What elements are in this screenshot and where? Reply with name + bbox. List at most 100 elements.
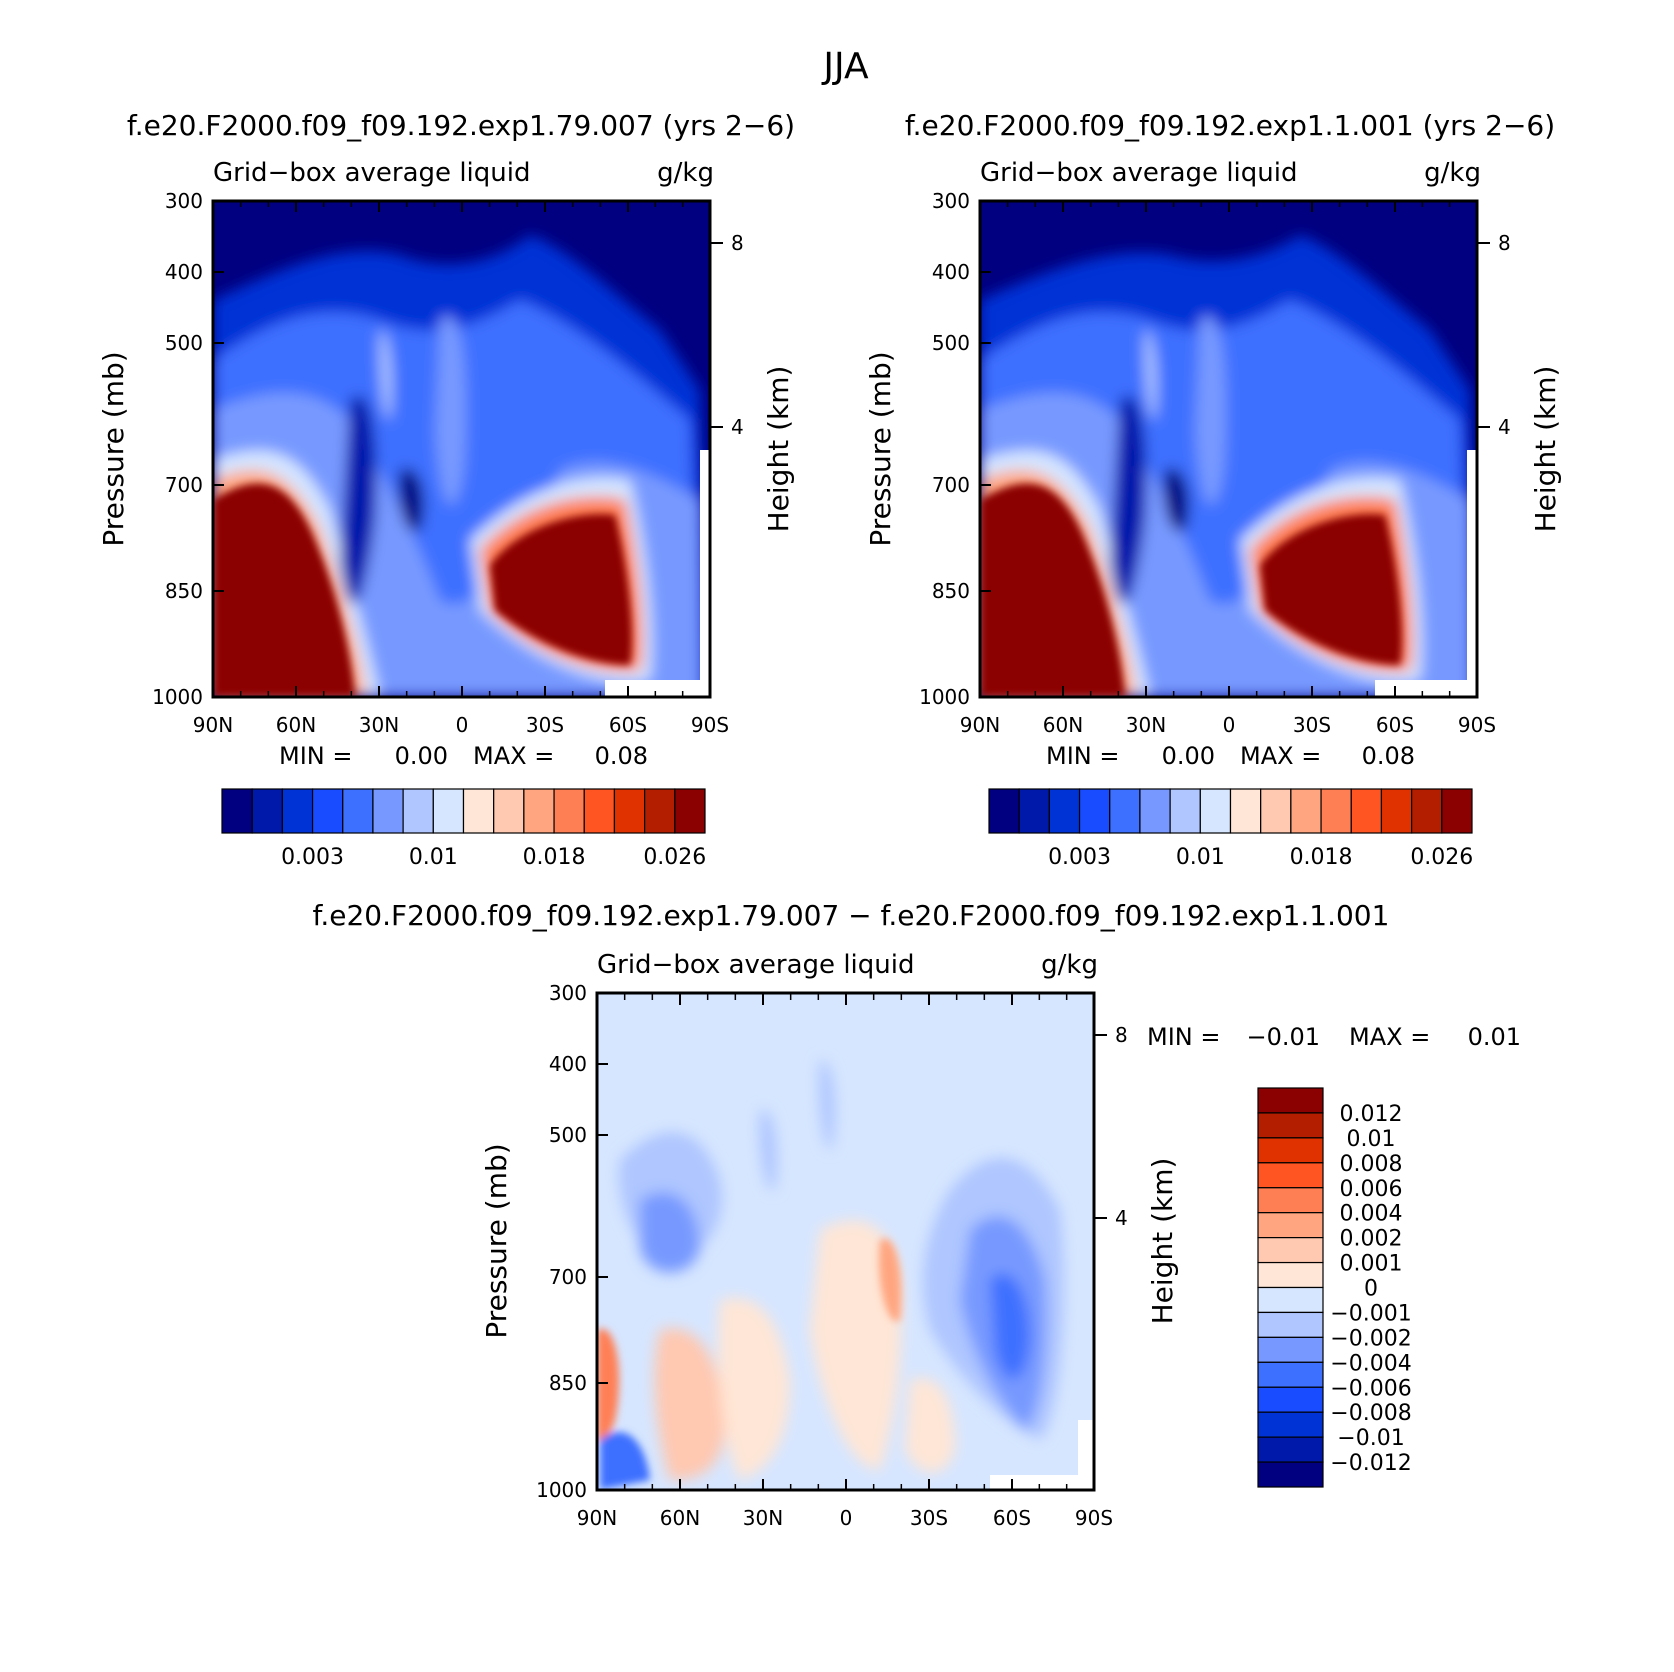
colorbar-label: 0.01 (409, 845, 458, 870)
y-axis: 300 400 500 700 850 1000 8 4 (919, 189, 1511, 709)
colorbar-swatch (1257, 1187, 1324, 1214)
colorbar-label: 0.003 (1048, 845, 1111, 870)
colorbar-swatch (402, 788, 434, 834)
x-tick-label: 60S (1376, 713, 1414, 737)
colorbar-swatch (1257, 1162, 1324, 1189)
colorbar-swatch (432, 788, 465, 834)
colorbar-swatch (1229, 788, 1262, 834)
colorbar-swatch (1350, 788, 1383, 834)
stat-max-label: MAX = (473, 742, 554, 770)
ylabel: Pressure (mb) (97, 351, 130, 546)
x-axis: 90N 60N 30N 0 30S 60S 90S (577, 994, 1113, 1530)
colorbar-swatch (1109, 788, 1141, 834)
colorbar-swatch (583, 788, 616, 834)
y-axis: 300 400 500 700 850 1000 8 4 (536, 981, 1128, 1502)
colorbar-label: 0 (1364, 1277, 1378, 1302)
x-tick-label: 90N (193, 713, 233, 737)
height-tick-label: 8 (731, 231, 744, 255)
units-label: g/kg (1041, 950, 1098, 980)
variable-label: Grid−box average liquid (213, 158, 530, 188)
colorbar-swatch (1257, 1261, 1324, 1289)
panel-title: f.e20.F2000.f09_f09.192.exp1.79.007 (yrs… (127, 109, 795, 142)
colorbar-swatch (1380, 788, 1413, 834)
x-tick-label: 30N (743, 1506, 783, 1530)
stat-max-value: 0.08 (1362, 742, 1415, 770)
x-tick-label: 0 (840, 1506, 853, 1530)
colorbar-label: −0.008 (1330, 1401, 1411, 1426)
ylabel: Pressure (mb) (480, 1143, 513, 1338)
y-tick-label: 850 (165, 579, 203, 603)
colorbar-swatch (462, 788, 495, 834)
y-tick-label: 500 (549, 1123, 587, 1147)
x-axis: 90N 60N 30N 0 30S 60S 90S (960, 201, 1496, 737)
colorbar-swatch (1048, 788, 1081, 834)
colorbar-label: 0.026 (643, 845, 706, 870)
colorbar-swatch (1078, 788, 1111, 834)
colorbar-swatch (1169, 788, 1201, 834)
x-tick-label: 30S (910, 1506, 948, 1530)
stat-min-value: −0.01 (1246, 1023, 1320, 1051)
y-tick-label: 300 (165, 189, 203, 213)
colorbar-swatch (493, 788, 525, 834)
colorbar-swatch (1257, 1237, 1324, 1264)
x-tick-label: 90S (1075, 1506, 1113, 1530)
colorbar-swatch (1320, 788, 1352, 834)
y-tick-label: 850 (549, 1371, 587, 1395)
x-tick-label: 60N (1043, 713, 1083, 737)
contour-field (213, 201, 710, 697)
y-tick-label: 1000 (919, 685, 970, 709)
colorbar-swatch (1257, 1361, 1324, 1388)
stat-min-label: MIN = (1046, 742, 1119, 770)
colorbar-label: −0.001 (1330, 1301, 1411, 1326)
panel-difference: f.e20.F2000.f09_f09.192.exp1.79.007 − f.… (313, 899, 1521, 1530)
x-tick-label: 0 (1223, 713, 1236, 737)
x-tick-label: 90S (1458, 713, 1496, 737)
colorbar-label: 0.003 (281, 845, 344, 870)
ylabel-right: Height (km) (762, 366, 795, 533)
x-tick-label: 60N (660, 1506, 700, 1530)
colorbar: 0.003 0.01 0.018 0.026 (221, 788, 706, 870)
colorbar-label: 0.018 (1290, 845, 1353, 870)
stat-max-label: MAX = (1240, 742, 1321, 770)
variable-label: Grid−box average liquid (597, 950, 914, 980)
colorbar-swatch (1257, 1411, 1324, 1438)
colorbar-label: 0.006 (1340, 1177, 1403, 1202)
y-tick-label: 700 (549, 1265, 587, 1289)
colorbar-label: −0.01 (1337, 1426, 1404, 1451)
colorbar-swatch (342, 788, 374, 834)
stat-min-label: MIN = (1147, 1023, 1220, 1051)
x-tick-label: 60S (993, 1506, 1031, 1530)
colorbar-swatch (1257, 1212, 1324, 1239)
y-tick-label: 850 (932, 579, 970, 603)
y-tick-label: 1000 (536, 1478, 587, 1502)
colorbar-swatch (1257, 1137, 1324, 1164)
stat-min-label: MIN = (279, 742, 352, 770)
y-tick-label: 700 (932, 473, 970, 497)
colorbar-label: 0.01 (1347, 1127, 1396, 1152)
colorbar-swatch (553, 788, 585, 834)
panel-title: f.e20.F2000.f09_f09.192.exp1.1.001 (yrs … (905, 109, 1555, 142)
y-tick-label: 400 (549, 1052, 587, 1076)
colorbar-label: 0.018 (523, 845, 586, 870)
stat-max-value: 0.08 (595, 742, 648, 770)
colorbar-swatch (1199, 788, 1232, 834)
colorbar-swatch (1290, 788, 1322, 834)
y-tick-label: 400 (165, 260, 203, 284)
colorbar-swatch (311, 788, 344, 834)
colorbar-swatch (221, 788, 253, 834)
colorbar-swatch (1257, 1436, 1324, 1463)
colorbar-swatch (1257, 1336, 1324, 1363)
stat-min-value: 0.00 (1162, 742, 1215, 770)
panel-title: f.e20.F2000.f09_f09.192.exp1.79.007 − f.… (313, 899, 1390, 932)
x-tick-label: 60S (609, 713, 647, 737)
panel-left: f.e20.F2000.f09_f09.192.exp1.79.007 (yrs… (97, 109, 795, 870)
colorbar-swatch (1441, 788, 1473, 834)
x-axis: 90N 60N 30N 0 30S 60S 90S (193, 201, 729, 737)
stat-min-value: 0.00 (395, 742, 448, 770)
colorbar-swatch (1257, 1461, 1324, 1488)
colorbar: 0.0120.010.0080.0060.0040.0020.0010−0.00… (1257, 1087, 1412, 1488)
ylabel-right: Height (km) (1146, 1158, 1179, 1325)
figure-title: JJA (821, 46, 869, 87)
colorbar-swatch (1411, 788, 1443, 834)
